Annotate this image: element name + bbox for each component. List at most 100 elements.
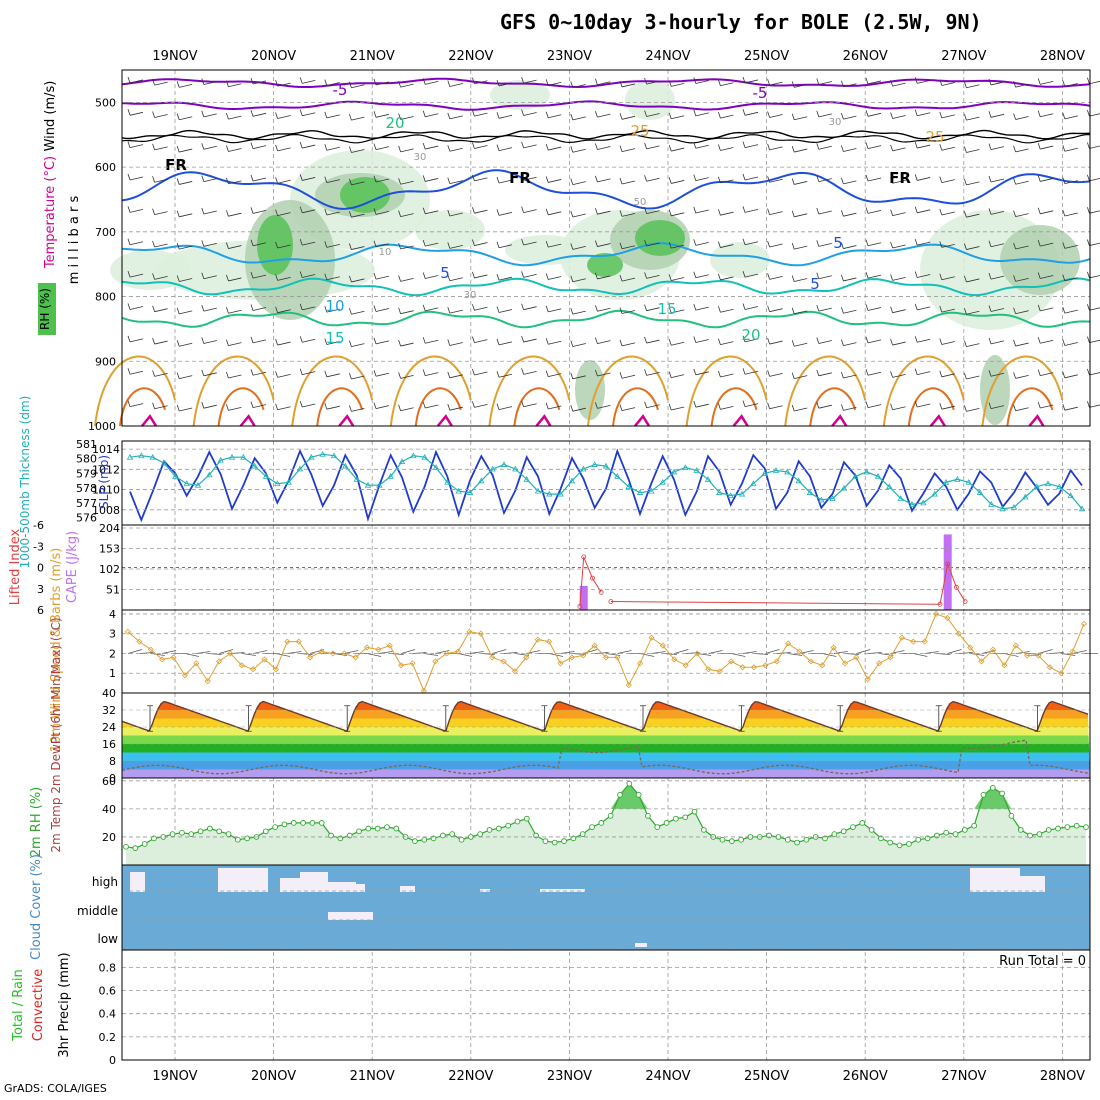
wind-barb [496, 403, 513, 410]
wind-barb [545, 402, 562, 410]
wind-barb [1087, 336, 1100, 344]
day-label-bottom: 28NOV [1040, 1069, 1085, 1084]
wind-point [830, 644, 837, 651]
temp-tick-label: 24 [102, 721, 116, 734]
wind-barb [914, 368, 931, 376]
temp-contour-25 [389, 355, 472, 427]
wind-point [454, 648, 462, 655]
wind-barb [791, 307, 808, 315]
wind-barb [201, 78, 217, 85]
rh-shading [980, 355, 1010, 425]
wind-point [602, 654, 610, 661]
wind-barb [521, 238, 537, 246]
temp-tick-label: 8 [109, 755, 116, 768]
wind-barb [176, 340, 193, 347]
wind-barb [447, 80, 463, 87]
rh-point [589, 824, 595, 830]
thickness-point [976, 489, 984, 495]
rh-point [896, 842, 903, 849]
thickness-point [602, 462, 610, 469]
pressure-axis-label: m i l l i b a r s [67, 196, 82, 285]
rh-point [598, 820, 605, 826]
wind-barb [595, 175, 611, 183]
wind-barb [668, 371, 685, 379]
temp-contour-25 [291, 355, 374, 427]
thickness-tick-label: 577 [76, 497, 97, 510]
wind-barb [176, 275, 193, 282]
thickness-point [840, 484, 848, 491]
thickness-point [738, 490, 746, 497]
rh-point [123, 843, 129, 850]
wind-barb [1062, 112, 1078, 120]
wind-barb [668, 112, 685, 120]
wind-barb [890, 403, 906, 411]
thickness-point [750, 480, 757, 487]
wind-barb [767, 208, 783, 215]
temp-contour-30 [809, 387, 857, 427]
wind-barb [939, 111, 955, 119]
wind-barb [1062, 404, 1078, 411]
contour-label: 5 [440, 264, 450, 282]
temp-contour-minus5-upper [121, 77, 1091, 89]
wind-barb [1013, 339, 1029, 347]
wind-barb-10m [1049, 652, 1064, 654]
wind-point [978, 658, 985, 665]
wind-barb [545, 241, 562, 248]
wind-barb [226, 371, 242, 379]
wind-barb-10m [947, 649, 962, 654]
wind-barb [1087, 109, 1100, 117]
thickness-point [772, 467, 780, 473]
contour-label: -5 [753, 84, 768, 102]
rh-point [169, 831, 176, 837]
thickness-point [1010, 503, 1018, 510]
wind-barb [447, 274, 463, 282]
wind-point [762, 662, 769, 669]
wind-barb-10m [162, 650, 177, 654]
wind-barb [250, 142, 267, 150]
wind-barb [545, 143, 562, 151]
wind-point [910, 638, 917, 645]
wind-barb-10m [412, 652, 427, 654]
cloud-block [400, 886, 415, 892]
wind-barb [496, 338, 513, 346]
wind-barb [521, 303, 537, 311]
rh-point [486, 827, 493, 833]
wind-barb [693, 206, 709, 214]
rh-point [188, 831, 195, 837]
rh-point [626, 780, 633, 787]
wind10m-axis-label: 10m Wind Speed & Barbs (m/s) [49, 548, 64, 753]
thickness-point [806, 489, 814, 495]
thickness-point [784, 468, 791, 475]
wind-barb [988, 273, 1005, 280]
upper-air-panel: -5 -5 FR FR FR 5 5 5 10 15 15 20 20 25 25 30 30 10 50 30 500… [88, 76, 1100, 433]
wind-barb [988, 370, 1005, 377]
temp-band [122, 718, 1090, 727]
wind-barb [693, 77, 709, 84]
thickness-point [874, 473, 882, 479]
rh-point [691, 808, 698, 815]
rh-point [784, 836, 791, 843]
thickness-tick-label: 578 [76, 482, 97, 495]
wind-barb [619, 275, 636, 282]
wind-barb [791, 113, 808, 121]
wind-barb [939, 370, 955, 378]
slp-tick-label: 1010 [92, 484, 120, 497]
wind-barb [1087, 368, 1100, 376]
series-line-thickness [129, 453, 1083, 510]
wind-barb [890, 338, 906, 346]
wind-barb [545, 111, 562, 119]
wind-barb [1037, 142, 1054, 150]
temp-contour-25 [882, 355, 965, 427]
panel-frame-upper [121, 69, 1091, 427]
cloud-block [280, 878, 300, 892]
wind-barb [988, 111, 1005, 118]
wind-barb [324, 208, 340, 216]
wind-barb [964, 275, 980, 283]
cloud-level-label: middle [77, 904, 118, 918]
temp-contour-25 [784, 355, 867, 427]
wind-barb [964, 405, 980, 412]
wind-barb [816, 369, 832, 377]
wind-barb [521, 109, 537, 116]
rh-point [551, 839, 558, 846]
